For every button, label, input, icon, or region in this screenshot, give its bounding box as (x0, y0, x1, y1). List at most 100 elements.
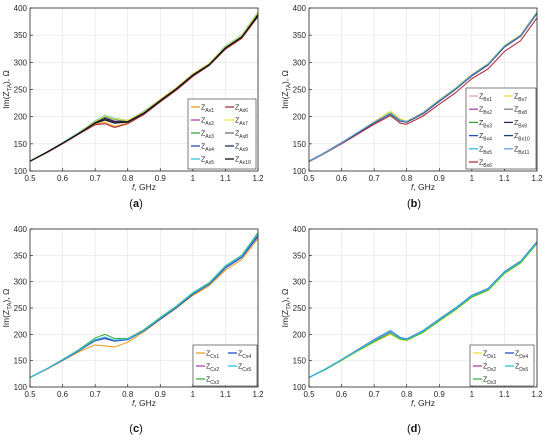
panel-label: (a) (129, 198, 142, 210)
legend-entry: ZDx3 (483, 377, 496, 387)
y-tick-label: 100 (293, 383, 307, 392)
legend-entry: ZDx5 (515, 364, 528, 374)
panel-label: (d) (407, 423, 421, 435)
x-tick-label: 0.5 (303, 390, 315, 399)
x-tick-label: 1 (470, 174, 475, 183)
legend: ZAx1 ZAx2 ZAx3 ZAx4 ZAx5 ZAx6 ZAx7 ZAx8 ZAx9 ZAx1… (187, 98, 257, 170)
x-axis-label: f, GHz (132, 182, 156, 192)
legend: ZDx1 ZDx2 ZDx3 ZDx4 ZDx5 (469, 344, 535, 387)
x-tick-label: 1.1 (220, 390, 232, 399)
x-tick-label: 1.1 (499, 174, 511, 183)
legend-entry: ZBx6 (479, 160, 492, 170)
x-tick-label: 1 (470, 390, 475, 399)
legend-entry: ZDx4 (515, 351, 528, 361)
y-tick-label: 300 (293, 58, 307, 67)
y-tick-label: 400 (293, 225, 307, 234)
y-tick-label: 100 (14, 167, 28, 176)
y-tick-label: 150 (14, 140, 28, 149)
x-tick-label: 1.2 (531, 390, 543, 399)
chart-panel-3: 0.5 0.6 0.7 0.8 0.9 1 1.1 1.2 100 150 200 250 300 350… (1, 225, 264, 435)
series-line-z-ax10 (29, 15, 259, 162)
legend-entry: ZCx2 (206, 364, 219, 374)
y-tick-label: 300 (293, 278, 307, 287)
y-tick-label: 350 (14, 31, 28, 40)
legend-entry: ZBx1 (479, 94, 492, 104)
legend-entry: ZBx7 (514, 94, 527, 104)
x-tick-label: 0.6 (57, 390, 69, 399)
legend-entry: ZAx5 (201, 157, 214, 167)
x-tick-label: 1.2 (531, 174, 543, 183)
legend-entry: ZAx7 (235, 118, 248, 128)
panel-label: (c) (129, 423, 142, 435)
y-tick-label: 250 (293, 304, 307, 313)
legend-entry: ZAx1 (201, 105, 214, 115)
y-tick-label: 300 (14, 58, 28, 67)
legend-entry: ZBx5 (479, 146, 492, 156)
legend-entry: ZCx1 (206, 351, 219, 361)
series-line-z-bx6 (308, 17, 538, 163)
chart-panel-1: 0.5 0.6 0.7 0.8 0.9 1 1.1 1.2 100 150 200 250 300 350… (1, 4, 264, 210)
panel-label: (b) (407, 198, 421, 210)
y-tick-label: 150 (14, 357, 28, 366)
x-tick-label: 0.8 (122, 390, 134, 399)
x-tick-label: 0.7 (90, 390, 102, 399)
legend-entry: ZAx9 (235, 144, 248, 154)
x-tick-label: 0.6 (336, 390, 348, 399)
y-tick-label: 350 (293, 251, 307, 260)
x-axis-label: f, GHz (411, 398, 435, 408)
series-line-z-cx1 (29, 238, 259, 379)
y-tick-label: 400 (293, 4, 307, 13)
legend-entry: ZBx9 (514, 120, 527, 129)
x-tick-label: 0.9 (155, 174, 167, 183)
y-tick-label: 200 (14, 113, 28, 122)
y-tick-label: 350 (14, 251, 28, 260)
legend-entry: ZAx3 (201, 131, 214, 141)
legend-entry: ZAx4 (201, 144, 214, 154)
x-tick-label: 1.2 (252, 174, 264, 183)
y-axis-label: Im(ZTA), Ω (1, 289, 14, 328)
series-line-z-dx5 (308, 241, 538, 379)
y-tick-label: 100 (14, 383, 28, 392)
x-tick-label: 0.7 (369, 174, 381, 183)
x-tick-label: 0.6 (336, 174, 348, 183)
x-tick-label: 1 (191, 174, 196, 183)
legend-entry: ZDx1 (483, 351, 496, 361)
x-tick-label: 1 (191, 390, 196, 399)
x-axis-label: f, GHz (411, 182, 435, 192)
y-tick-label: 250 (14, 86, 28, 95)
legend: ZBx1 ZBx2 ZBx3 ZBx4 ZBx5 ZBx6 ZBx7 ZBx8 ZBx9 ZBx1… (465, 87, 537, 170)
x-tick-label: 1.1 (499, 390, 511, 399)
x-tick-label: 0.5 (24, 174, 36, 183)
y-axis-label: Im(ZTA), Ω (280, 289, 293, 328)
x-tick-label: 0.9 (155, 390, 167, 399)
series-line-z-bx11 (308, 12, 538, 162)
chart-panel-4: 0.5 0.6 0.7 0.8 0.9 1 1.1 1.2 100 150 200 250 300 350… (280, 225, 543, 435)
y-tick-label: 400 (14, 225, 28, 234)
legend: ZCx1 ZCx2 ZCx3 ZCx4 ZCx5 (192, 344, 258, 387)
legend-entry: ZAx2 (201, 118, 214, 128)
x-tick-label: 0.5 (303, 174, 315, 183)
x-tick-label: 0.8 (401, 390, 413, 399)
legend-entry: ZCx4 (238, 351, 251, 361)
legend-entry: ZBx4 (479, 133, 492, 143)
legend-entry: ZAx10 (235, 157, 251, 167)
x-tick-label: 0.7 (369, 390, 381, 399)
y-tick-label: 200 (293, 330, 307, 339)
y-tick-label: 250 (14, 304, 28, 313)
legend-entry: ZAx8 (235, 131, 248, 141)
chart-panel-2: 0.5 0.6 0.7 0.8 0.9 1 1.1 1.2 100 150 200 250 300 350… (280, 4, 543, 210)
legend-entry: ZBx11 (514, 146, 530, 156)
legend-entry: ZBx8 (514, 107, 527, 117)
x-tick-label: 0.6 (57, 174, 69, 183)
legend-entry: ZDx2 (483, 364, 496, 374)
x-tick-label: 0.7 (90, 174, 102, 183)
y-tick-label: 400 (14, 4, 28, 13)
y-axis-label: Im(ZTA), Ω (1, 70, 14, 109)
series-line-z-cx5 (29, 233, 259, 379)
x-tick-label: 0.8 (122, 174, 134, 183)
legend-entry: ZAx6 (235, 105, 248, 115)
y-tick-label: 150 (293, 140, 307, 149)
x-axis-label: f, GHz (132, 398, 156, 408)
legend-entry: ZCx5 (238, 364, 251, 374)
y-tick-label: 300 (14, 278, 28, 287)
